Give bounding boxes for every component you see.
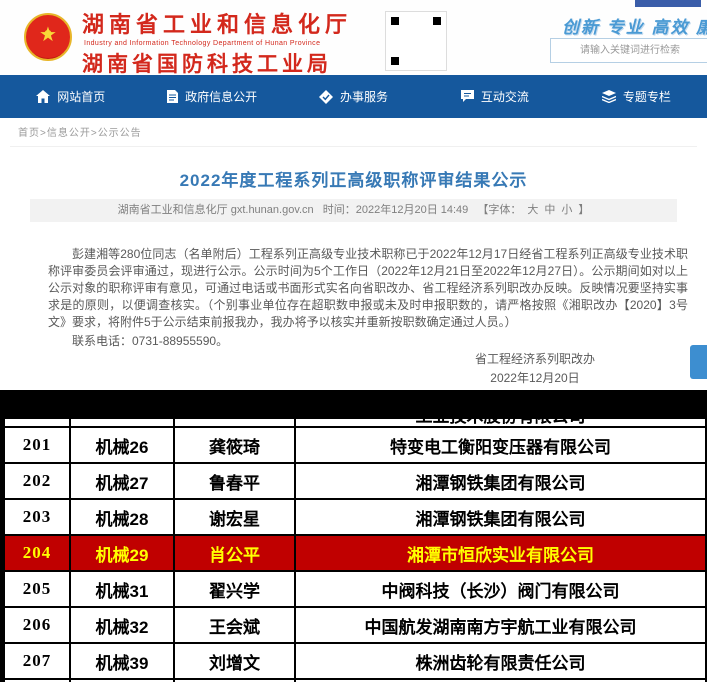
breadcrumb-home-link[interactable]: 首页 [18, 128, 40, 139]
cell-number: 205 [3, 572, 71, 606]
search-box [550, 38, 707, 63]
font-size-label-close: 】 [578, 204, 590, 216]
cell-number: 207 [3, 644, 71, 678]
nav-item-interaction[interactable]: 互动交流 [424, 75, 565, 118]
article-meta-bar: 湖南省工业和信息化厅 gxt.hunan.gov.cn 时间：2022年12月2… [30, 199, 677, 222]
chat-icon [460, 90, 474, 103]
article-time: 时间：2022年12月20日 14:49 [322, 204, 469, 216]
table-row: 205 机械31 翟兴学 中阀科技（长沙）阀门有限公司 [3, 572, 707, 608]
article-source: 湖南省工业和信息化厅 gxt.hunan.gov.cn [117, 204, 314, 216]
qr-finder-icon [388, 14, 402, 28]
font-size-small-button[interactable]: 小 [561, 204, 573, 216]
cell-number: 204 [3, 536, 71, 570]
breadcrumb: 首页>信息公开>公示公告 [18, 124, 142, 139]
font-size-medium-button[interactable]: 中 [544, 204, 556, 216]
table-row: 201 机械26 龚筱琦 特变电工衡阳变压器有限公司 [3, 428, 707, 464]
main-navbar: 网站首页 政府信息公开 办事服务 互动交流 专题专栏 [0, 75, 707, 118]
cell-code: 机械26 [71, 428, 175, 462]
nav-item-special-columns[interactable]: 专题专栏 [566, 75, 707, 118]
department-title: 湖南省工业和信息化厅 [82, 12, 353, 37]
nav-item-home[interactable]: 网站首页 [0, 75, 141, 118]
breadcrumb-separator: > [40, 128, 47, 139]
table-row-partial-bottom [3, 680, 707, 682]
contact-phone-line: 联系电话：0731-88955590。 [72, 334, 229, 348]
table-row: 202 机械27 鲁春平 湘潭钢铁集团有限公司 [3, 464, 707, 500]
article-paragraph: 彭建湘等280位同志（名单附后）工程系列正高级专业技术职称已于2022年12月1… [48, 247, 688, 329]
cell-name: 鲁春平 [175, 464, 296, 498]
service-icon [319, 89, 333, 104]
cell-name: 谢宏星 [175, 500, 296, 534]
breadcrumb-notice-link[interactable]: 公示公告 [97, 128, 142, 139]
cell-number: 206 [3, 608, 71, 642]
cell-code: 机械39 [71, 644, 175, 678]
cell-number: 203 [3, 500, 71, 534]
search-input[interactable] [551, 39, 707, 62]
cell-company: 中阀科技（长沙）阀门有限公司 [296, 572, 707, 606]
nav-item-label: 政府信息公开 [185, 90, 258, 104]
table-row-highlighted: 204 机械29 肖公平 湘潭市恒欣实业有限公司 [3, 536, 707, 572]
qr-finder-icon [430, 14, 444, 28]
breadcrumb-info-link[interactable]: 信息公开 [46, 128, 91, 139]
font-size-label: 【字体： [477, 204, 522, 216]
site-header: ★ 湖南省工业和信息化厅 Industry and Information Te… [0, 0, 707, 78]
cell-company: 中国航发湖南南方宇航工业有限公司 [296, 608, 707, 642]
national-emblem-logo: ★ [24, 13, 72, 61]
nav-item-label: 办事服务 [340, 90, 389, 104]
nav-item-services[interactable]: 办事服务 [283, 75, 424, 118]
cell-number: 202 [3, 464, 71, 498]
table-row: 206 机械32 王会斌 中国航发湖南南方宇航工业有限公司 [3, 608, 707, 644]
nav-item-gov-info[interactable]: 政府信息公开 [141, 75, 282, 118]
results-table: 工业技术股份有限公司 201 机械26 龚筱琦 特变电工衡阳变压器有限公司 20… [3, 417, 707, 682]
cell-company: 湘潭钢铁集团有限公司 [296, 500, 707, 534]
department-subtitle-en: Industry and Information Technology Depa… [84, 40, 321, 47]
home-icon [36, 90, 51, 103]
signature-block: 省工程经济系列职改办 2022年12月20日 [475, 350, 595, 388]
cell-company: 湘潭市恒欣实业有限公司 [296, 536, 707, 570]
cell-code: 机械29 [71, 536, 175, 570]
side-float-button[interactable] [690, 345, 707, 379]
font-size-large-button[interactable]: 大 [527, 204, 539, 216]
nav-item-label: 网站首页 [57, 90, 106, 104]
cell-name: 肖公平 [175, 536, 296, 570]
cell-code: 机械32 [71, 608, 175, 642]
article-body: 彭建湘等280位同志（名单附后）工程系列正高级专业技术职称已于2022年12月1… [48, 246, 688, 350]
top-corner-bar [635, 0, 701, 7]
columns-icon [601, 90, 616, 103]
document-icon [167, 90, 179, 103]
site-slogan: 创新 专业 高效 廉洁 [562, 18, 707, 37]
signature-date: 2022年12月20日 [490, 371, 580, 385]
cell-company: 特变电工衡阳变压器有限公司 [296, 428, 707, 462]
cell-number: 201 [3, 428, 71, 462]
emblem-star-icon: ★ [39, 24, 57, 46]
bureau-title: 湖南省国防科技工业局 [82, 53, 332, 76]
cell-code: 机械27 [71, 464, 175, 498]
signature-org: 省工程经济系列职改办 [474, 352, 595, 366]
cell-name: 王会斌 [175, 608, 296, 642]
cell-code: 机械28 [71, 500, 175, 534]
nav-item-label: 专题专栏 [622, 90, 671, 104]
cell-name: 龚筱琦 [175, 428, 296, 462]
table-row: 207 机械39 刘增文 株洲齿轮有限责任公司 [3, 644, 707, 680]
qr-finder-icon [388, 54, 402, 68]
partial-company-text: 工业技术股份有限公司 [416, 419, 586, 426]
table-row: 203 机械28 谢宏星 湘潭钢铁集团有限公司 [3, 500, 707, 536]
cell-code: 机械31 [71, 572, 175, 606]
site-title-block: 湖南省工业和信息化厅 Industry and Information Tech… [82, 7, 352, 78]
qr-code [385, 11, 447, 71]
cell-company: 株洲齿轮有限责任公司 [296, 644, 707, 678]
nav-item-label: 互动交流 [480, 90, 529, 104]
cell-company: 湘潭钢铁集团有限公司 [296, 464, 707, 498]
breadcrumb-divider [10, 146, 697, 147]
cell-name: 翟兴学 [175, 572, 296, 606]
article-title: 2022年度工程系列正高级职称评审结果公示 [179, 171, 528, 190]
table-row-partial-top: 工业技术股份有限公司 [3, 417, 707, 428]
cell-name: 刘增文 [175, 644, 296, 678]
breadcrumb-separator: > [90, 128, 98, 139]
